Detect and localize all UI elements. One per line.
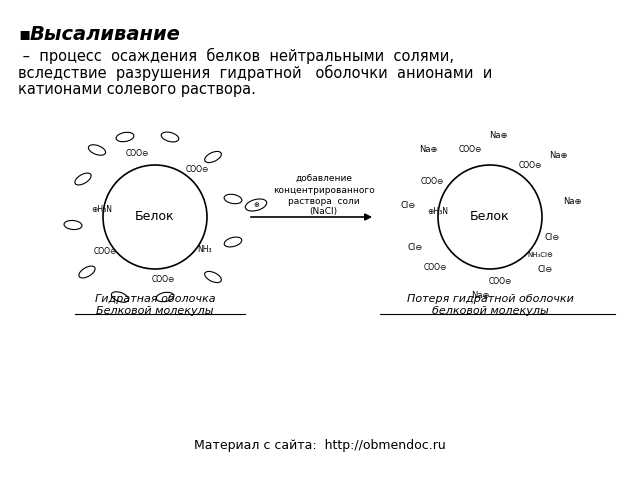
Text: –  процесс  осаждения  белков  нейтральными  солями,: – процесс осаждения белков нейтральными … xyxy=(18,48,454,64)
Ellipse shape xyxy=(88,145,106,155)
Text: COO⊖: COO⊖ xyxy=(458,145,482,155)
Text: Na⊕: Na⊕ xyxy=(548,151,567,159)
Text: Cl⊖: Cl⊖ xyxy=(408,242,422,252)
Text: Cl⊖: Cl⊖ xyxy=(545,232,559,241)
Ellipse shape xyxy=(205,151,221,163)
Text: COO⊖: COO⊖ xyxy=(93,248,116,256)
Text: ▪: ▪ xyxy=(18,25,30,43)
Ellipse shape xyxy=(161,132,179,142)
Ellipse shape xyxy=(156,292,174,302)
Circle shape xyxy=(438,165,542,269)
Text: Белок: Белок xyxy=(135,211,175,224)
Text: катионами солевого раствора.: катионами солевого раствора. xyxy=(18,82,256,97)
Text: COO⊖: COO⊖ xyxy=(151,276,175,285)
Ellipse shape xyxy=(224,194,242,204)
Ellipse shape xyxy=(75,173,91,185)
Text: COO⊖: COO⊖ xyxy=(518,160,541,169)
Text: COO⊖: COO⊖ xyxy=(420,178,444,187)
Text: (NaCl): (NaCl) xyxy=(309,207,337,216)
Text: концентрированного: концентрированного xyxy=(273,186,374,195)
Text: Белковой молекулы: Белковой молекулы xyxy=(96,306,214,316)
Circle shape xyxy=(103,165,207,269)
Text: COO⊖: COO⊖ xyxy=(186,165,209,173)
Text: COO⊖: COO⊖ xyxy=(488,277,512,287)
Text: Na⊕: Na⊕ xyxy=(489,131,508,140)
Ellipse shape xyxy=(205,271,221,283)
Text: COO⊖: COO⊖ xyxy=(423,263,447,272)
Text: ⊕: ⊕ xyxy=(253,202,259,208)
Text: белковой молекулы: белковой молекулы xyxy=(431,306,548,316)
Ellipse shape xyxy=(79,266,95,278)
Text: COO⊖: COO⊖ xyxy=(125,148,148,157)
Text: NH₃Cl⊖: NH₃Cl⊖ xyxy=(527,252,553,258)
Ellipse shape xyxy=(116,132,134,142)
Text: Белок: Белок xyxy=(470,211,510,224)
Text: Потеря гидратной оболочки: Потеря гидратной оболочки xyxy=(406,294,573,304)
Ellipse shape xyxy=(224,237,242,247)
Ellipse shape xyxy=(64,220,82,229)
Text: добавление: добавление xyxy=(295,175,352,184)
Text: Cl⊖: Cl⊖ xyxy=(538,264,552,274)
Text: Материал с сайта:  http://obmendoc.ru: Материал с сайта: http://obmendoc.ru xyxy=(194,439,446,452)
Text: NH₃: NH₃ xyxy=(198,244,212,253)
Text: Na⊕: Na⊕ xyxy=(563,197,581,206)
Ellipse shape xyxy=(245,199,267,211)
Text: ⊕H₃N: ⊕H₃N xyxy=(428,207,449,216)
Text: раствора  соли: раствора соли xyxy=(288,197,359,206)
Text: Высаливание: Высаливание xyxy=(30,25,181,44)
Text: Cl⊖: Cl⊖ xyxy=(401,201,415,209)
Text: Na⊕: Na⊕ xyxy=(471,290,489,300)
Text: вследствие  разрушения  гидратной   оболочки  анионами  и: вследствие разрушения гидратной оболочки… xyxy=(18,65,492,81)
Text: Na⊕: Na⊕ xyxy=(419,144,437,154)
Text: ⊕H₃N: ⊕H₃N xyxy=(92,204,113,214)
Text: Гидратная оболочка: Гидратная оболочка xyxy=(95,294,215,304)
Ellipse shape xyxy=(111,292,129,302)
